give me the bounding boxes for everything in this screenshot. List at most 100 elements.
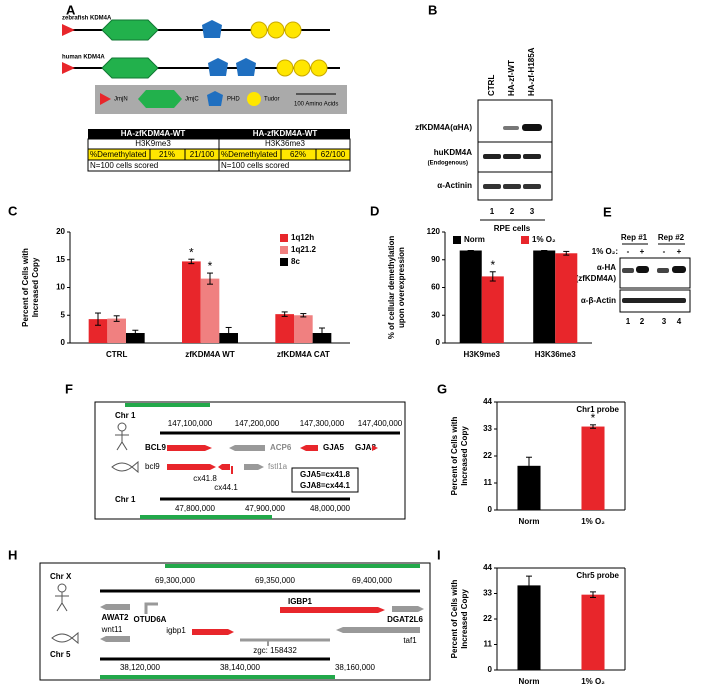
y-axis-label: Increased Copy xyxy=(31,257,40,317)
coordinate: 47,800,000 xyxy=(175,504,216,513)
species-label: human KDM4A xyxy=(62,55,105,61)
table-cell: 62% xyxy=(290,150,306,159)
panel-label: D xyxy=(370,203,379,218)
y-tick-label: 0 xyxy=(61,338,66,347)
table-cell: H3K9me3 xyxy=(135,139,171,148)
jmjn xyxy=(62,62,75,74)
chart-title: Chr1 probe xyxy=(576,405,619,414)
tudor xyxy=(250,21,268,39)
bar xyxy=(88,319,108,343)
y-tick-label: 22 xyxy=(483,614,492,623)
legend-label: JmjC xyxy=(185,97,199,103)
sign: + xyxy=(677,247,682,256)
x-tick-label: zfKDM4A CAT xyxy=(277,350,330,359)
coordinate: 147,400,000 xyxy=(358,419,403,428)
panel-h: H Chr X 69,300,000 69,350,000 69,400,000… xyxy=(8,547,431,681)
band xyxy=(503,184,521,189)
tudor xyxy=(310,59,328,77)
lane-number: 3 xyxy=(530,207,535,216)
coordinate: 147,200,000 xyxy=(235,419,280,428)
y-tick-label: 11 xyxy=(484,640,493,649)
legend-label: Tudor xyxy=(264,97,279,103)
gene xyxy=(300,445,318,451)
legend-label: Norm xyxy=(464,235,485,244)
bar xyxy=(107,318,126,343)
band xyxy=(483,154,501,159)
band xyxy=(636,266,649,273)
coordinate: 69,400,000 xyxy=(352,576,393,585)
condition: 1% O₂: xyxy=(592,247,618,256)
y-axis-label: Percent of Cells with xyxy=(450,417,459,496)
coordinate: 38,120,000 xyxy=(120,663,161,672)
phd xyxy=(236,58,256,76)
legend-swatch xyxy=(521,236,529,244)
panel-label: A xyxy=(66,2,76,17)
gene-label: cx44.1 xyxy=(214,483,238,492)
band xyxy=(503,154,521,159)
chr-label: Chr 1 xyxy=(115,495,136,504)
y-tick-label: 5 xyxy=(61,310,66,319)
gene-label: fstl1a xyxy=(268,462,288,471)
gene xyxy=(100,604,130,610)
lane-number: 4 xyxy=(677,317,682,326)
tudor xyxy=(293,59,311,77)
jmjn xyxy=(62,24,75,36)
band xyxy=(672,266,686,273)
chr-label: Chr 1 xyxy=(115,411,136,420)
coordinate: 47,900,000 xyxy=(245,504,286,513)
table-header: HA-zfKDM4A-WT xyxy=(253,129,318,138)
blot xyxy=(477,99,553,201)
legend-swatch xyxy=(280,234,288,242)
gene-label: BCL9 xyxy=(145,443,166,452)
region-bar xyxy=(100,675,335,679)
table-cell: H3K36me3 xyxy=(265,139,306,148)
rep-label: Rep #1 xyxy=(621,233,648,242)
bar xyxy=(481,276,504,343)
y-tick-label: 120 xyxy=(427,227,441,236)
gene-label: zgc: 158432 xyxy=(253,646,297,655)
fish-icon xyxy=(111,460,139,474)
gene xyxy=(372,445,378,451)
legend-label: 100 Amino Acids xyxy=(294,102,338,108)
lane-label: CTRL xyxy=(487,75,496,96)
y-tick-label: 0 xyxy=(488,505,493,514)
human-icon xyxy=(115,422,129,451)
y-tick-label: 0 xyxy=(488,665,493,674)
table-cell: %Demethylated xyxy=(90,150,146,159)
y-axis-label: Increased Copy xyxy=(460,426,469,486)
lane-number: 3 xyxy=(662,317,667,326)
phd xyxy=(208,58,228,76)
legend-label: 1% O₂ xyxy=(532,235,556,244)
coordinate: 69,350,000 xyxy=(255,576,296,585)
table: HA-zfKDM4A-WT H3K9me3 %Demethylated 21% … xyxy=(87,129,351,172)
panel-label: F xyxy=(65,381,73,396)
y-tick-label: 20 xyxy=(56,227,65,236)
panel-label: G xyxy=(437,381,447,396)
gene xyxy=(392,606,424,612)
jmjc xyxy=(101,57,159,79)
y-tick-label: 44 xyxy=(483,397,492,406)
gene-label: cx41.8 xyxy=(193,474,217,483)
tudor xyxy=(284,21,302,39)
x-tick-label: zfKDM4A WT xyxy=(185,350,235,359)
key-box xyxy=(291,467,359,493)
lane-number: 1 xyxy=(490,207,495,216)
y-tick-label: 10 xyxy=(56,283,65,292)
gene-label: wnt11 xyxy=(101,625,123,634)
coordinate: 147,300,000 xyxy=(300,419,345,428)
gene-label: igbp1 xyxy=(166,626,186,635)
annotation: * xyxy=(490,258,495,272)
gene xyxy=(167,464,216,470)
panel-label: C xyxy=(8,203,18,218)
jmjc xyxy=(138,90,182,108)
table-cell: %Demethylated xyxy=(221,150,277,159)
table-cell: 21% xyxy=(159,150,175,159)
band xyxy=(622,298,686,303)
lane-label: HA-zf-WT xyxy=(507,60,516,96)
panel-b: B CTRL HA-zf-WT HA-zf-H185A zfKDM4A(αHA)… xyxy=(415,2,553,233)
row-label: zfKDM4A(αHA) xyxy=(415,123,472,132)
y-axis-label: upon overexpression xyxy=(397,247,406,328)
bar xyxy=(200,278,220,343)
bar xyxy=(517,585,541,670)
